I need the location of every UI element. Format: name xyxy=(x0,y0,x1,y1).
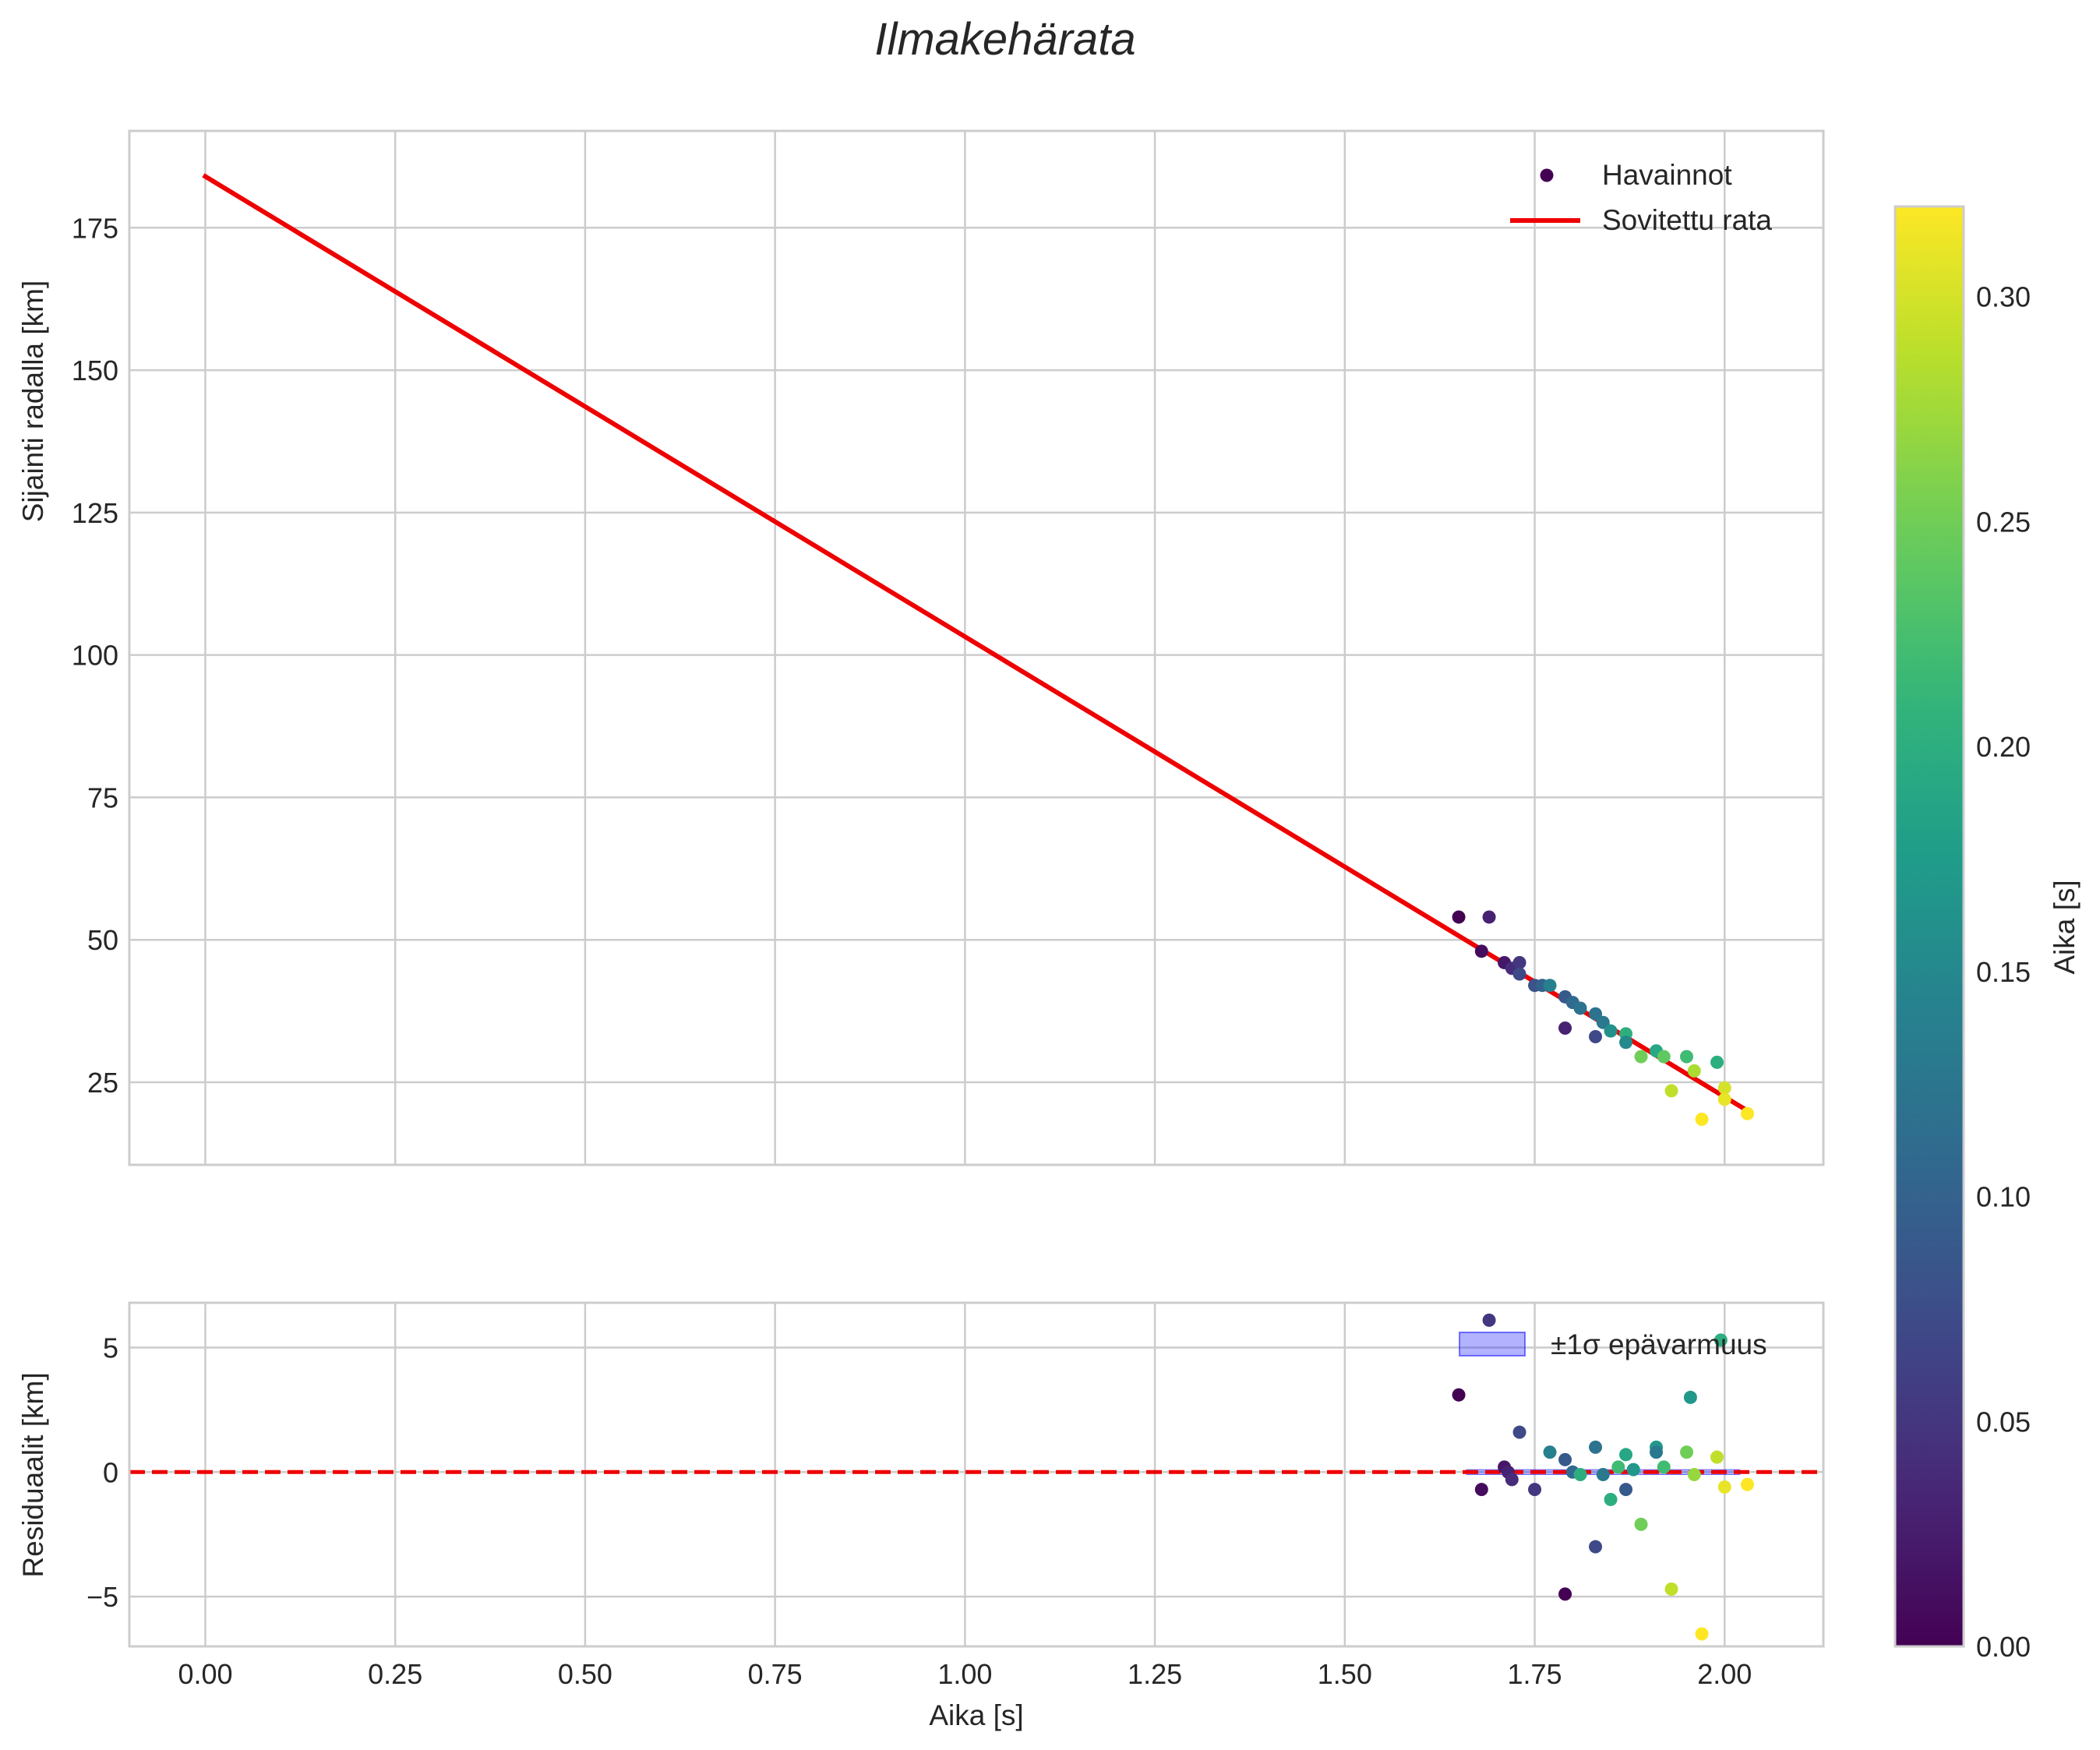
colorbar-tick-label: 0.30 xyxy=(1976,281,2031,313)
legend-label-band: ±1σ epävarmuus xyxy=(1551,1328,1767,1360)
data-point xyxy=(1717,1480,1731,1494)
data-point xyxy=(1664,1582,1678,1596)
data-point xyxy=(1687,1064,1701,1078)
data-point xyxy=(1619,1483,1633,1497)
data-point xyxy=(1680,1050,1694,1064)
data-point xyxy=(1717,1081,1731,1095)
colorbar-tick-label: 0.25 xyxy=(1976,506,2031,538)
data-point xyxy=(1558,1021,1572,1036)
axes-frame xyxy=(128,1301,1825,1648)
data-point xyxy=(1680,1445,1694,1459)
x-tick-label: 1.00 xyxy=(937,1658,992,1690)
legend-label-observations: Havainnot xyxy=(1602,159,1732,191)
data-point xyxy=(1664,1084,1678,1098)
data-point xyxy=(1589,1440,1603,1454)
colorbar-tick-label: 0.20 xyxy=(1976,731,2031,763)
data-point xyxy=(1604,1492,1618,1506)
legend-marker-band xyxy=(1459,1332,1526,1357)
legend-marker-observations xyxy=(1540,168,1554,182)
data-point xyxy=(1657,1460,1671,1474)
data-point xyxy=(1604,1024,1618,1038)
data-point xyxy=(1596,1468,1610,1481)
data-point xyxy=(1474,1483,1488,1497)
data-point xyxy=(1543,1445,1557,1459)
x-tick-label: 1.75 xyxy=(1508,1658,1562,1690)
data-point xyxy=(1482,910,1496,924)
data-point xyxy=(1543,979,1557,993)
x-tick-label: 2.00 xyxy=(1697,1658,1752,1690)
data-point xyxy=(1714,1333,1728,1347)
data-point xyxy=(1512,967,1526,981)
data-point xyxy=(1687,1468,1701,1481)
data-point xyxy=(1482,1313,1496,1327)
colorbar-label: Aika [s] xyxy=(2049,880,2081,974)
fit-line xyxy=(202,173,1751,1114)
trajectory-panel: 25 50 75 100 125 150 175 Sijainti radalla [km] H… xyxy=(17,129,1825,1166)
y-tick-label: 150 xyxy=(72,355,118,386)
x-axis-label: Aika [s] xyxy=(929,1699,1023,1731)
x-tick-label: 1.50 xyxy=(1318,1658,1372,1690)
data-point xyxy=(1589,1540,1603,1554)
colorbar-tick-label: 0.00 xyxy=(1976,1631,2031,1663)
data-point xyxy=(1650,1445,1664,1459)
colorbar: 0.00 0.05 0.10 0.15 0.20 0.25 0.30 Aika [s] xyxy=(1894,205,2081,1663)
data-point xyxy=(1452,1388,1466,1402)
y-tick-label: −5 xyxy=(86,1581,118,1613)
data-point xyxy=(1634,1517,1648,1531)
residuals-panel: −5 0 5 0.00 0.25 0.50 0.75 1.00 1.25 1.50 1.75 2.00… xyxy=(17,1301,1825,1731)
data-point xyxy=(1741,1106,1755,1120)
x-tick-label: 0.00 xyxy=(178,1658,232,1690)
y-tick-label: 25 xyxy=(87,1067,118,1099)
data-point xyxy=(1573,1001,1587,1015)
data-point xyxy=(1710,1450,1724,1464)
colorbar-tick-label: 0.15 xyxy=(1976,956,2031,988)
y-axis-label: Residuaalit [km] xyxy=(17,1372,49,1577)
data-point xyxy=(1619,1448,1633,1462)
data-point xyxy=(1512,955,1526,969)
legend-label-fit: Sovitettu rata xyxy=(1602,204,1772,236)
y-tick-label: 50 xyxy=(87,924,118,956)
data-point xyxy=(1626,1462,1640,1477)
data-point xyxy=(1741,1477,1755,1491)
data-point xyxy=(1474,944,1488,958)
data-point xyxy=(1683,1390,1697,1404)
data-point xyxy=(1657,1050,1671,1064)
data-point xyxy=(1505,1473,1519,1487)
data-point xyxy=(1528,1483,1542,1497)
x-tick-label: 0.50 xyxy=(558,1658,612,1690)
x-tick-label: 0.75 xyxy=(748,1658,803,1690)
data-point xyxy=(1573,1468,1587,1481)
data-point xyxy=(1596,1015,1610,1029)
y-axis-label: Sijainti radalla [km] xyxy=(17,280,49,523)
y-tick-label: 5 xyxy=(103,1332,118,1364)
x-tick-label: 0.25 xyxy=(368,1658,422,1690)
data-point xyxy=(1634,1050,1648,1064)
axes-frame xyxy=(128,129,1825,1166)
chart-title: Ilmakehärata xyxy=(874,14,1135,65)
colorbar-tick-label: 0.05 xyxy=(1976,1406,2031,1438)
data-point xyxy=(1695,1113,1709,1127)
y-tick-label: 175 xyxy=(72,212,118,244)
data-point xyxy=(1695,1627,1709,1641)
y-tick-label: 125 xyxy=(72,497,118,529)
data-point xyxy=(1589,1007,1603,1021)
data-point xyxy=(1619,1036,1633,1050)
data-point xyxy=(1611,1460,1625,1474)
data-point xyxy=(1512,1425,1526,1439)
x-tick-label: 1.25 xyxy=(1128,1658,1182,1690)
data-point xyxy=(1589,1029,1603,1043)
y-tick-label: 0 xyxy=(103,1456,118,1488)
data-point xyxy=(1558,1587,1572,1601)
data-point xyxy=(1452,910,1466,924)
colorbar-tick-label: 0.10 xyxy=(1976,1181,2031,1213)
colorbar-frame xyxy=(1894,205,1965,1648)
data-point xyxy=(1558,1452,1572,1466)
colorbar-gradient xyxy=(1895,206,1964,1646)
data-point xyxy=(1710,1055,1724,1069)
data-point xyxy=(1717,1092,1731,1106)
y-tick-label: 75 xyxy=(87,782,118,813)
y-tick-label: 100 xyxy=(72,640,118,672)
